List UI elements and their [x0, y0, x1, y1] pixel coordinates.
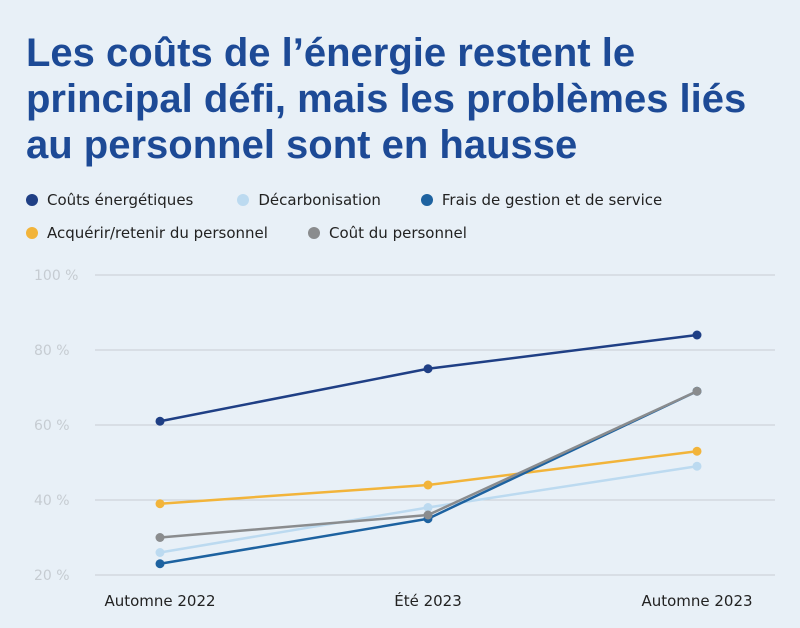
y-tick-label: 20 %: [34, 568, 70, 584]
legend-item-management-fees: Frais de gestion et de service: [420, 191, 663, 209]
data-point: [155, 548, 165, 557]
x-tick-label: Été 2023: [394, 591, 462, 610]
legend-label: Acquérir/retenir du personnel: [47, 224, 268, 242]
data-point: [423, 510, 433, 520]
legend-item-decarbonisation: Décarbonisation: [237, 191, 381, 209]
legend-item-staff-retention: Acquérir/retenir du personnel: [26, 224, 268, 242]
legend-label: Frais de gestion et de service: [441, 191, 663, 209]
data-point: [692, 330, 702, 340]
legend-marker: [420, 194, 433, 206]
data-point: [423, 364, 433, 374]
data-point: [155, 559, 165, 569]
data-point: [692, 446, 702, 456]
y-tick-label: 40 %: [34, 493, 70, 509]
legend-item-energy: Coûts énergétiques: [26, 191, 193, 209]
legend-marker: [26, 194, 38, 206]
legend-row-1: Coûts énergétiques Décarbonisation Frais…: [26, 188, 662, 212]
legend-label: Décarbonisation: [258, 191, 381, 209]
legend-marker: [26, 227, 38, 239]
legend-marker: [307, 227, 320, 239]
x-tick-label: Automne 2023: [641, 592, 752, 610]
y-tick-label: 60 %: [34, 418, 70, 434]
data-point: [692, 386, 702, 396]
y-tick-label: 100 %: [34, 268, 78, 284]
series-line: [159, 333, 698, 423]
legend-marker: [237, 194, 250, 206]
data-point: [155, 533, 165, 542]
data-point: [423, 480, 433, 490]
chart-title: Les coûts de l’énergie restent le princi…: [26, 31, 747, 167]
x-tick-label: Automne 2022: [104, 592, 215, 610]
data-point: [155, 416, 165, 426]
data-point: [692, 461, 702, 471]
y-tick-label: 80 %: [34, 343, 70, 359]
legend-label: Coûts énergétiques: [47, 191, 194, 209]
legend-item-staff-cost: Coût du personnel: [307, 224, 467, 242]
legend-row-2: Acquérir/retenir du personnel Coût du pe…: [26, 221, 467, 245]
data-point: [423, 503, 433, 512]
legend-label: Coût du personnel: [328, 224, 467, 242]
data-point: [155, 499, 165, 509]
